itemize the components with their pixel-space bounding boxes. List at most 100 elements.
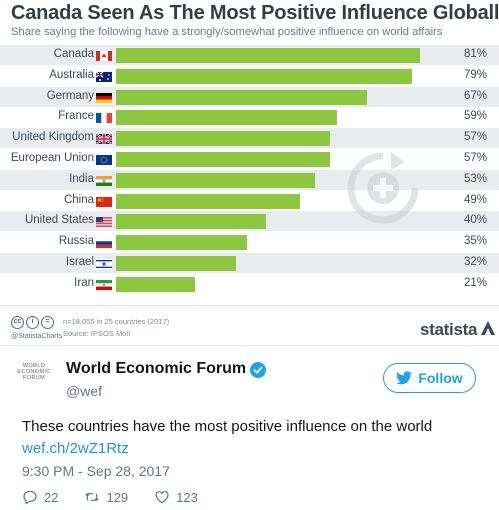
reply-count: 22 [44,489,59,505]
bar-row: France 59% [0,107,499,127]
tweet-text: These countries have the most positive i… [22,418,433,435]
bar-row: China 49% [0,191,499,211]
value-label: 79% [463,68,487,81]
bar-row: Canada 81% [0,45,499,65]
category-label: United Kingdom [12,131,94,144]
statista-logo: statista [420,320,478,339]
bar-row: India 53% [0,169,499,190]
verified-badge-icon [250,362,266,378]
like-button[interactable]: 123 [154,489,198,505]
bar-row: Israel 32% [0,253,499,273]
avatar[interactable]: WORLD ECONOMIC FORUM [17,363,51,403]
value-label: 21% [463,276,487,289]
bar-chart: Canada 81% Australia 79% Germany 67% France 59%… [0,45,499,305]
russia-flag-icon [96,238,112,249]
infographic-image[interactable]: Canada Seen As The Most Positive Influen… [0,0,499,345]
value-label: 81% [463,48,487,60]
bar-row: Germany 67% [0,86,499,107]
follow-label: Follow [418,370,463,386]
bar-row: Australia 79% [0,66,499,86]
iran-flag-icon [96,279,112,290]
source-note: Source: IPSOS Mori [63,329,131,338]
eu-flag-icon [96,155,112,165]
usa-flag-icon [96,217,112,228]
infographic-title: Canada Seen As The Most Positive Influen… [11,2,499,24]
bar-row: United Kingdom 57% [0,128,499,149]
tweet-actions: 22 129 123 [22,489,224,505]
follow-button[interactable]: Follow [383,363,476,393]
bar [116,89,368,105]
sample-note: n=18,055 in 25 countries (2017) [63,317,170,326]
statista-handle: @StatistaCharts [11,333,63,340]
value-label: 40% [463,214,487,227]
category-label: United States [24,214,94,227]
infographic-footer: cc i = @StatistaCharts n=18,055 in 25 co… [0,305,499,345]
like-count: 123 [176,489,198,505]
bar [116,172,315,188]
bar [116,48,420,63]
cc-icon: cc [11,316,24,329]
china-flag-icon [96,196,112,207]
twitter-bird-icon [396,371,413,385]
reply-icon [23,490,37,505]
reply-button[interactable]: 22 [22,489,58,505]
category-label: Germany [46,89,94,102]
divider [0,345,499,346]
germany-flag-icon [96,92,112,103]
bar [116,152,330,167]
bar [116,68,413,84]
value-label: 32% [463,256,487,268]
bar [116,235,248,251]
category-label: Iran [74,276,94,289]
tweet-link[interactable]: wef.ch/2wZ1Rtz [22,440,129,457]
value-label: 53% [463,172,487,185]
value-label: 49% [463,193,487,206]
value-label: 67% [463,89,487,102]
creative-commons-icons: cc i = [11,316,54,329]
statista-logo-icon [481,321,495,335]
bar [116,131,330,147]
australia-flag-icon [96,71,112,82]
category-label: European Union [10,152,94,164]
category-label: France [58,110,94,123]
canada-flag-icon [96,51,112,61]
france-flag-icon [96,113,112,124]
retweet-count: 129 [106,489,129,505]
source-notes: n=18,055 in 25 countries (2017) Source: … [63,316,169,340]
author-handle[interactable]: @wef [66,383,102,399]
value-label: 57% [463,131,487,144]
tweet-timestamp[interactable]: 9:30 PM - Sep 28, 2017 [22,463,170,479]
infographic-subtitle: Share saying the following have a strong… [11,26,443,38]
avatar-line: WORLD [22,363,46,369]
avatar-line: ECONOMIC [17,369,51,375]
bar [116,193,300,209]
value-label: 35% [463,235,487,248]
value-label: 59% [463,110,487,123]
india-flag-icon [96,175,112,186]
retweet-button[interactable]: 129 [84,489,128,505]
category-label: Canada [53,48,94,60]
bar [116,256,237,271]
bar-row: Russia 35% [0,232,499,252]
category-label: China [63,193,94,206]
bar-row: United States 40% [0,211,499,232]
category-label: India [69,172,94,185]
attribution-icon: i [26,316,39,329]
bar-row: Iran 21% [0,274,499,294]
bar-row: European Union 57% [0,149,499,169]
category-label: Australia [49,68,94,81]
bar [116,276,195,292]
statista-plus-watermark-icon [347,152,419,224]
category-label: Israel [65,256,94,268]
avatar-line: FORUM [22,375,46,381]
value-label: 57% [463,152,487,164]
bar [116,214,267,230]
bar [116,110,338,126]
no-derivatives-icon: = [41,316,54,329]
retweet-icon [85,493,100,501]
israel-flag-icon [96,259,112,269]
category-label: Russia [58,235,94,248]
author-name[interactable]: World Economic Forum [66,360,247,377]
heart-icon [155,491,169,504]
uk-flag-icon [96,134,112,145]
